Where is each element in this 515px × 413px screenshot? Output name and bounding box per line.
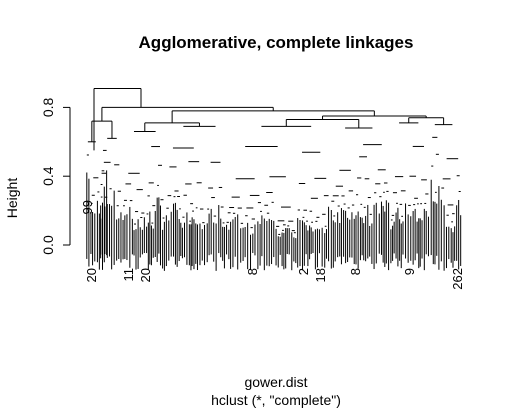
hclust-method-label: hclust (*, "complete"): [211, 392, 341, 408]
y-axis-label: Height: [4, 178, 20, 219]
dendrogram-branches: [86, 87, 462, 271]
leaf-label: 9: [402, 268, 417, 275]
y-tick-label: 0.8: [40, 97, 56, 117]
leaf-label: 2: [296, 268, 311, 275]
leaf-label: 11: [121, 268, 136, 282]
chart-title: Agglomerative, complete linkages: [139, 33, 414, 52]
leaf-label: 18: [313, 268, 328, 282]
leaf-label: 8: [245, 268, 260, 275]
leaf-label: 262: [450, 268, 465, 290]
x-axis-label: gower.dist: [244, 374, 307, 390]
y-tick-label: 0.4: [40, 166, 56, 186]
leaf-label: 20: [84, 268, 99, 282]
leaf-label: 20: [138, 268, 153, 282]
leaf-label: 8: [348, 268, 363, 275]
y-axis: 0.0 0.4 0.8: [40, 97, 71, 255]
leaf-label: 99: [80, 200, 95, 214]
y-tick-label: 0.0: [40, 235, 56, 255]
